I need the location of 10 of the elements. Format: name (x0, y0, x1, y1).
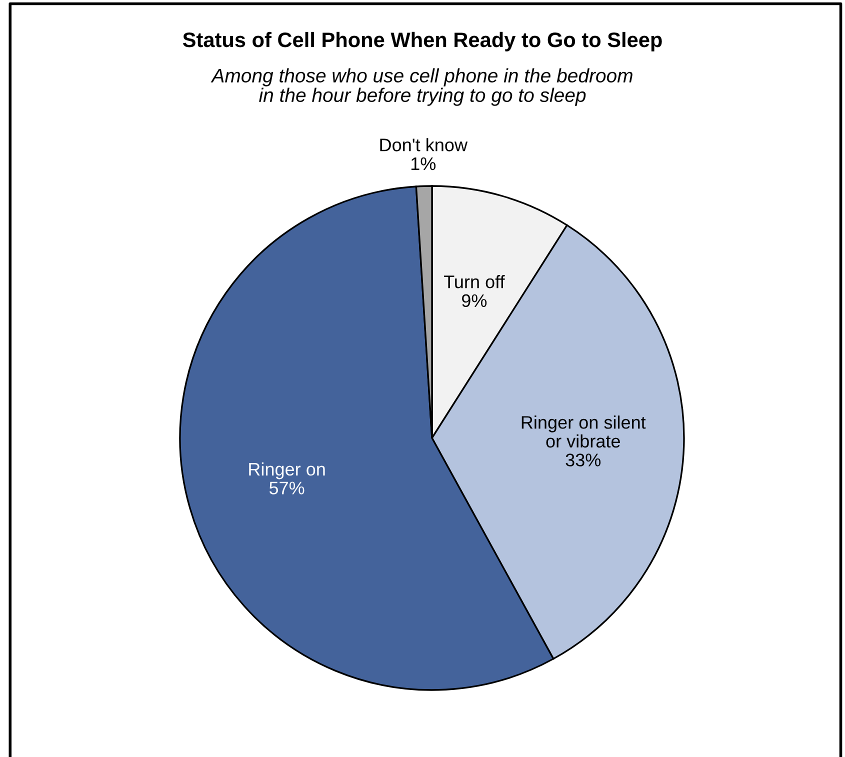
data-label: 57% (269, 482, 304, 494)
data-label: 9% (462, 294, 487, 308)
slice-label: Ringer on (249, 462, 325, 480)
chart-title: Status of Cell Phone When Ready to Go to Sleep (182, 32, 662, 52)
data-label: 1% (411, 157, 436, 170)
slice-label: Turn off (444, 275, 505, 288)
chart-subtitle: Among those who use cell phone in the bedroom in the hour before trying to go to sleep (210, 68, 632, 106)
data-label: 33% (566, 454, 601, 466)
slice-label: Don't know (380, 138, 468, 152)
slice-label: Ringer on silent or vibrate (522, 416, 646, 448)
